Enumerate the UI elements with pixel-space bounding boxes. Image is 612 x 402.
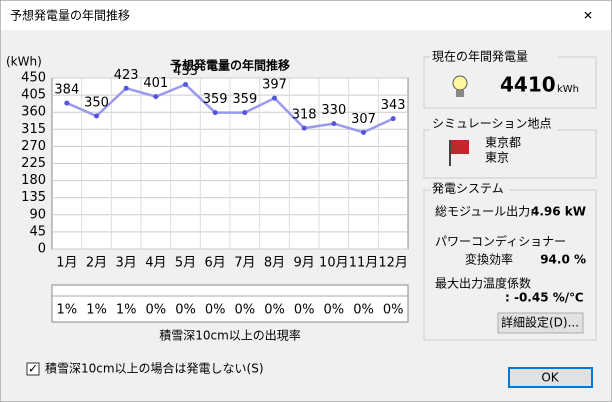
data-label: 330 bbox=[321, 103, 346, 118]
location-prefecture: 東京都 bbox=[485, 136, 521, 150]
ok-button-label[interactable]: OK bbox=[541, 371, 559, 385]
title-bar bbox=[1, 1, 611, 30]
snow-rate: 1% bbox=[57, 303, 78, 318]
x-tick-label: 1月 bbox=[56, 256, 77, 271]
bulb-base bbox=[456, 90, 464, 97]
data-point bbox=[94, 113, 99, 119]
snow-rate: 0% bbox=[324, 303, 345, 318]
snow-rate: 0% bbox=[205, 303, 226, 318]
group-title-bg bbox=[430, 182, 510, 196]
x-tick-label: 5月 bbox=[175, 256, 196, 271]
checkbox-label[interactable]: 積雪深10cm以上の場合は発電しない(S) bbox=[45, 361, 264, 376]
x-tick-label: 2月 bbox=[86, 256, 107, 271]
window-title: 予想発電量の年間推移 bbox=[10, 8, 130, 23]
y-tick-label: 225 bbox=[21, 156, 46, 171]
y-tick-label: 180 bbox=[21, 173, 46, 188]
y-tick-label: 90 bbox=[29, 207, 46, 222]
data-label: 384 bbox=[54, 83, 79, 98]
y-tick-label: 315 bbox=[21, 122, 46, 137]
x-tick-label: 7月 bbox=[234, 256, 255, 271]
snow-rate: 0% bbox=[294, 303, 315, 318]
annual-value: 4410 bbox=[500, 73, 556, 97]
bulb-icon bbox=[452, 75, 468, 91]
pc-label: パワーコンディショナー bbox=[435, 234, 566, 249]
x-tick-label: 6月 bbox=[205, 256, 226, 271]
data-label: 423 bbox=[114, 68, 139, 83]
data-point bbox=[390, 116, 396, 122]
data-label: 397 bbox=[262, 78, 287, 93]
y-tick-label: 360 bbox=[21, 105, 46, 120]
annual-title: 現在の年間発電量 bbox=[432, 50, 528, 64]
snow-rate: 0% bbox=[235, 303, 256, 318]
x-tick-label: 8月 bbox=[264, 256, 285, 271]
x-tick-label: 10月 bbox=[319, 256, 349, 271]
snow-rate: 0% bbox=[146, 303, 167, 318]
x-tick-label: 12月 bbox=[378, 256, 408, 271]
checkbox-mark: ✓ bbox=[28, 362, 38, 376]
temp-label: 最大出力温度係数 bbox=[435, 276, 531, 291]
y-tick-label: 135 bbox=[21, 190, 46, 205]
eff-value: 94.0 % bbox=[540, 253, 586, 267]
location-title: シミュレーション地点 bbox=[432, 117, 552, 131]
snow-box bbox=[51, 284, 409, 323]
eff-label: 変換効率 bbox=[465, 252, 513, 267]
snow-caption: 積雪深10cm以上の出現率 bbox=[159, 328, 301, 343]
data-label: 307 bbox=[351, 112, 376, 127]
snow-rate: 1% bbox=[86, 303, 107, 318]
snow-rate: 0% bbox=[264, 303, 285, 318]
data-label: 318 bbox=[292, 108, 317, 123]
ok-button[interactable] bbox=[508, 367, 593, 388]
data-point bbox=[64, 100, 70, 106]
location-city: 東京 bbox=[485, 151, 509, 165]
snow-rate: 0% bbox=[353, 303, 374, 318]
data-label: 343 bbox=[381, 98, 406, 113]
module-value: 4.96 kW bbox=[531, 205, 586, 219]
x-tick-label: 3月 bbox=[116, 256, 137, 271]
group-title-bg bbox=[430, 117, 558, 131]
data-label: 433 bbox=[173, 64, 198, 79]
data-line bbox=[66, 82, 394, 134]
data-label: 350 bbox=[84, 96, 109, 111]
data-point bbox=[212, 110, 218, 116]
x-tick-label: 11月 bbox=[349, 256, 379, 271]
y-tick-label: 450 bbox=[21, 71, 46, 86]
annual-unit: kWh bbox=[557, 84, 579, 95]
checkbox[interactable] bbox=[26, 362, 40, 376]
data-label: 401 bbox=[143, 76, 168, 91]
detail-button[interactable] bbox=[497, 312, 584, 334]
y-tick-label: 405 bbox=[21, 88, 46, 103]
data-point bbox=[183, 81, 188, 87]
data-point bbox=[361, 129, 366, 135]
x-tick-label: 9月 bbox=[294, 256, 315, 271]
data-point bbox=[301, 125, 307, 131]
data-label: 359 bbox=[203, 92, 228, 107]
data-point bbox=[242, 110, 248, 116]
data-point bbox=[123, 85, 129, 91]
y-tick-label: 0 bbox=[38, 242, 46, 257]
chart-title: 予想発電量の年間推移 bbox=[170, 58, 290, 73]
module-label: 総モジュール出力: bbox=[435, 205, 534, 219]
x-tick-label: 4月 bbox=[145, 256, 166, 271]
flag-icon bbox=[451, 140, 469, 154]
detail-button-label[interactable]: 詳細設定(D)... bbox=[501, 315, 579, 330]
data-point bbox=[331, 121, 337, 127]
snow-rate: 1% bbox=[116, 303, 137, 318]
y-axis-label: (kWh) bbox=[6, 55, 42, 69]
temp-value: : -0.45 %/℃ bbox=[505, 291, 584, 305]
y-tick-label: 45 bbox=[29, 224, 46, 239]
y-tick-label: 270 bbox=[21, 139, 46, 154]
data-label: 359 bbox=[232, 92, 257, 107]
close-button[interactable]: ✕ bbox=[583, 9, 593, 23]
snow-rate: 0% bbox=[383, 303, 404, 318]
group-title-bg bbox=[430, 50, 558, 64]
data-point bbox=[153, 94, 159, 100]
data-point bbox=[272, 95, 277, 101]
snow-rate: 0% bbox=[175, 303, 196, 318]
system-title: 発電システム bbox=[432, 182, 504, 196]
